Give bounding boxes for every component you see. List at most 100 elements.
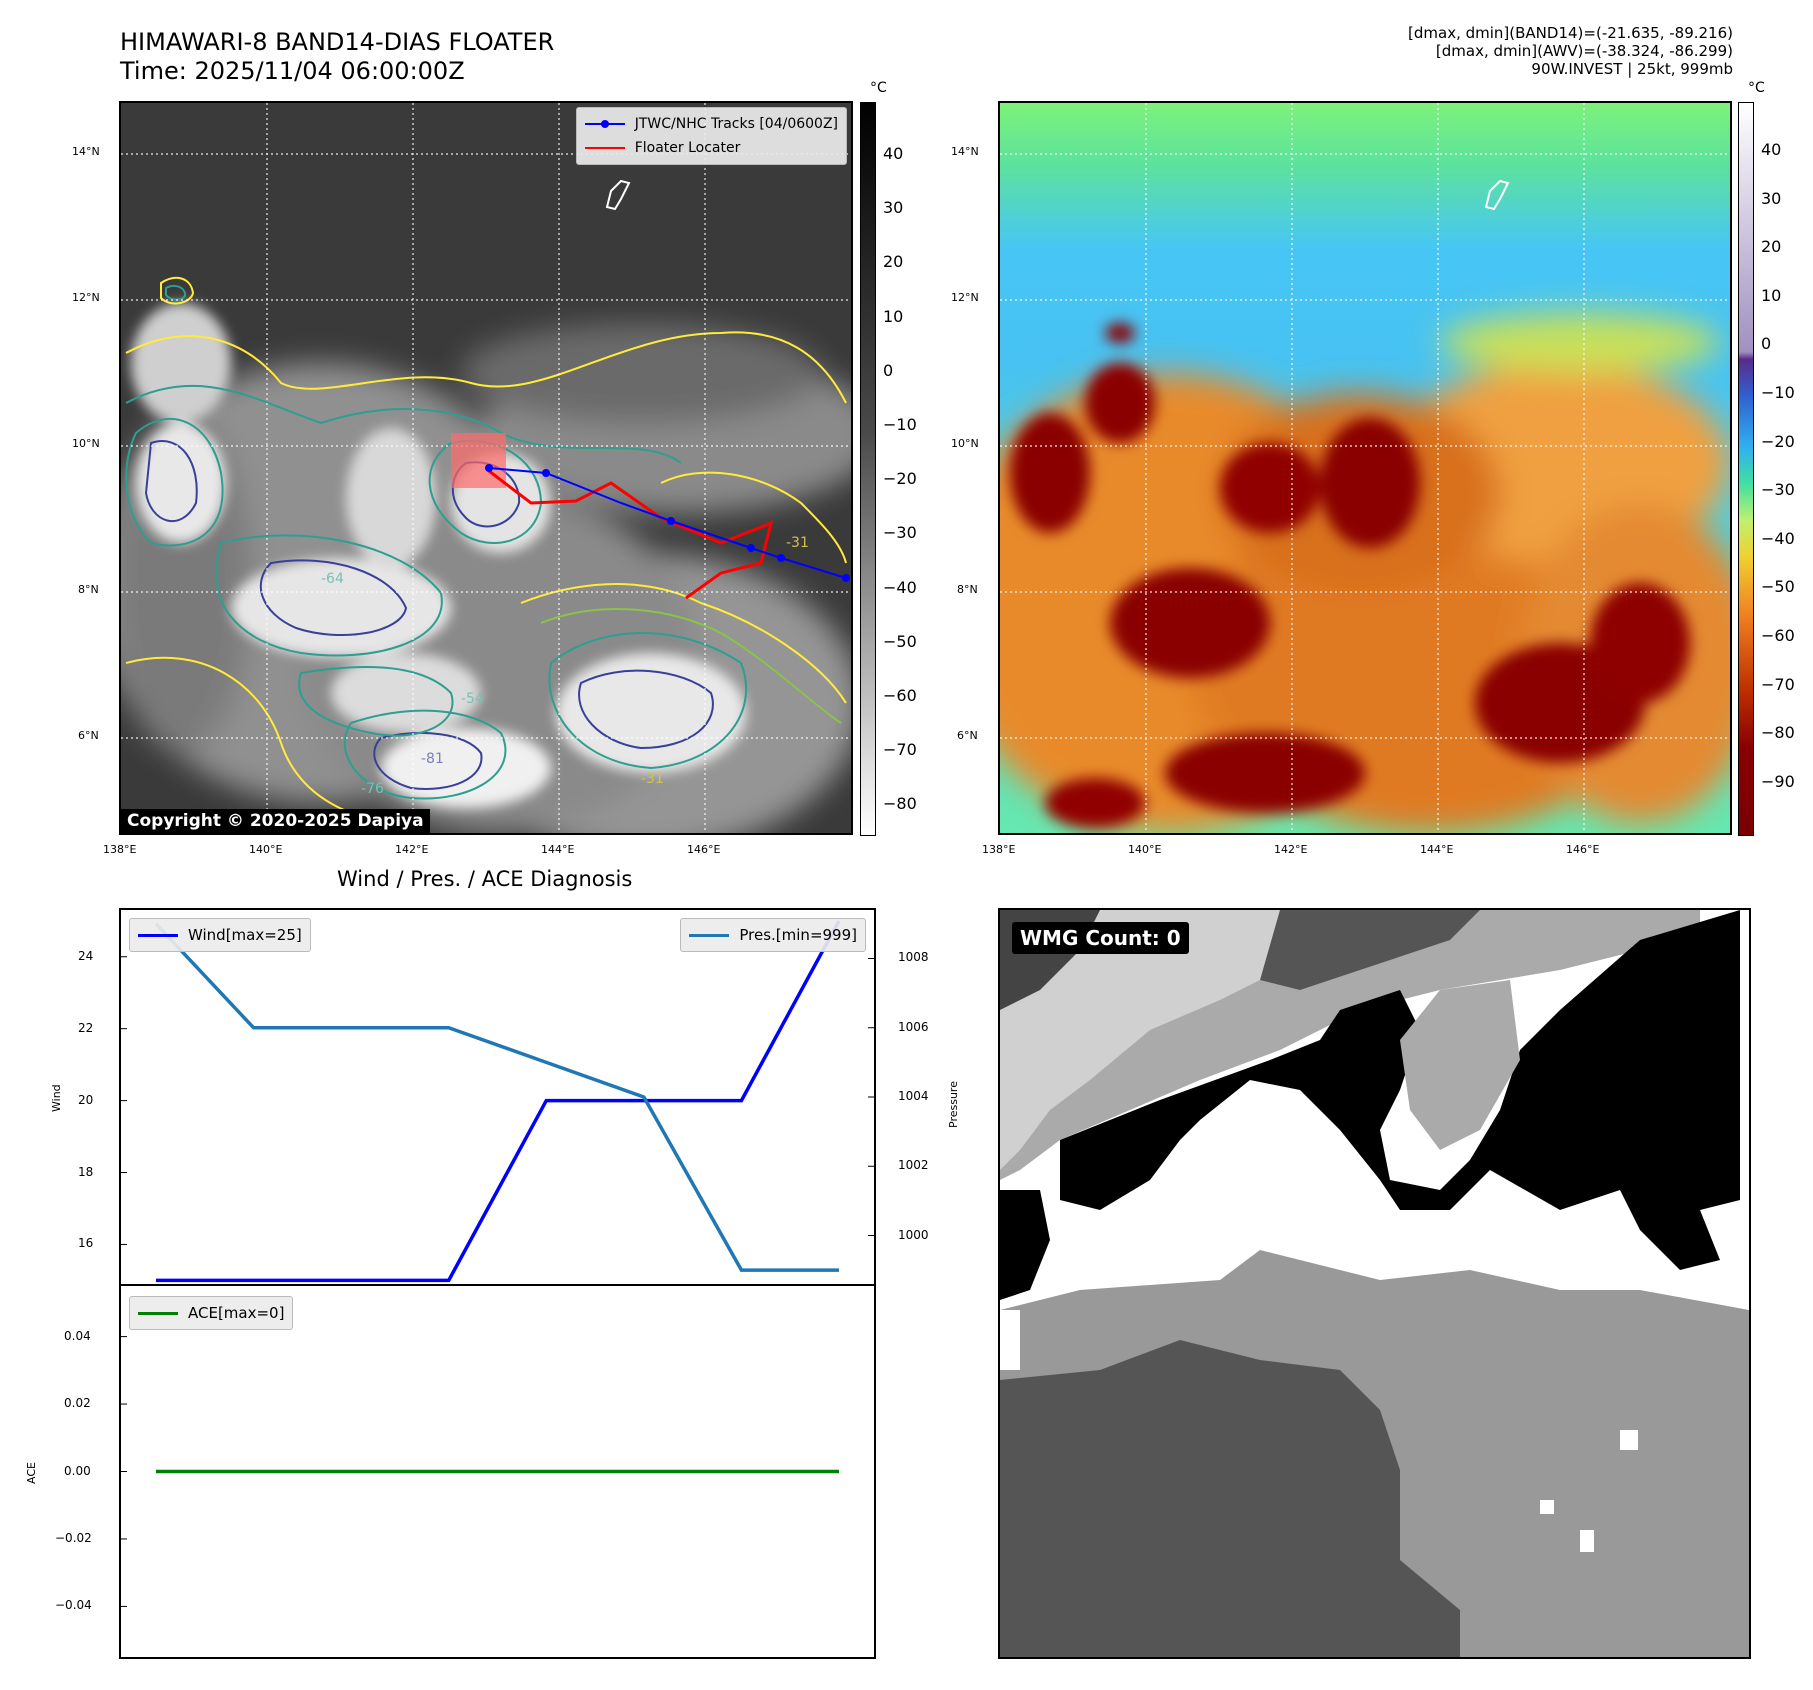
colorbar-tick: −70	[883, 740, 917, 760]
lat-label: 10°N	[951, 437, 979, 450]
wind-pres-panel: Wind[max=25] Pres.[min=999]	[119, 908, 876, 1286]
band14-map: -31 -31 -54 -64 -76 -81	[121, 103, 851, 833]
lon-label: 138°E	[982, 843, 1016, 856]
awv-map-panel	[998, 101, 1732, 835]
jtwc-track-points	[485, 464, 850, 582]
wmg-cell-white	[1000, 1310, 1020, 1370]
wmg-region-black	[1060, 910, 1740, 1270]
lon-label: 142°E	[1274, 843, 1308, 856]
pressure-series-line	[154, 922, 839, 1272]
lat-label: 12°N	[72, 291, 100, 304]
wmg-cell-white	[1540, 1500, 1554, 1514]
colorbar-tick: −30	[1761, 480, 1795, 500]
stats-info: [dmax, dmin](BAND14)=(-21.635, -89.216) …	[1408, 24, 1733, 78]
colorbar-tick: 20	[883, 252, 904, 272]
lat-label: 6°N	[957, 729, 978, 742]
figure-title: HIMAWARI-8 BAND14-DIAS FLOATER Time: 202…	[120, 28, 554, 86]
colorbar-tick: −30	[883, 523, 917, 543]
colorbar-tick: 40	[883, 144, 904, 163]
info-line-1: [dmax, dmin](BAND14)=(-21.635, -89.216)	[1408, 24, 1733, 42]
lon-label: 140°E	[1128, 843, 1162, 856]
wind-tick-label: 18	[78, 1164, 94, 1179]
band14-colorbar-unit: °C	[870, 80, 887, 96]
floater-locater-line	[488, 469, 774, 600]
lon-label: 138°E	[103, 843, 137, 856]
colorbar-tick: −80	[883, 794, 917, 814]
contour-label: -54	[461, 691, 484, 707]
ace-tick-label: 0.02	[64, 1396, 91, 1411]
awv-dry-cores	[1010, 323, 1690, 828]
contour-label: -31	[641, 771, 664, 787]
wmg-mask	[1000, 910, 1749, 1657]
colorbar-tick: −60	[1761, 626, 1795, 645]
wind-tick-label: 24	[78, 948, 94, 963]
colorbar-tick: −70	[1761, 674, 1795, 694]
island-outline	[1484, 179, 1510, 211]
lon-label: 146°E	[1566, 843, 1600, 856]
wmg-region-black	[1000, 1190, 1050, 1300]
colorbar-tick: 10	[1761, 285, 1782, 305]
band14-colorbar	[860, 102, 876, 836]
lon-label: 140°E	[249, 843, 283, 856]
track-legend-swatch	[584, 120, 625, 128]
colorbar-tick: −10	[883, 415, 917, 434]
ace-plot	[121, 1336, 839, 1607]
lat-label: 14°N	[951, 145, 979, 158]
wind-series-line	[156, 919, 841, 1283]
pressure-tick-label: 1006	[898, 1019, 929, 1034]
map-legend: JTWC/NHC Tracks [04/0600Z] Floater Locat…	[575, 107, 847, 165]
wmg-region-darkgray	[1000, 1340, 1460, 1657]
ace-legend-label: ACE[max=0]	[188, 1304, 285, 1322]
lon-label: 144°E	[541, 843, 575, 856]
wind-legend: Wind[max=25]	[129, 918, 311, 952]
pres-legend-label: Pres.[min=999]	[739, 926, 857, 944]
lat-label: 10°N	[72, 437, 100, 450]
colorbar-tick: −60	[883, 686, 917, 705]
wind-legend-label: Wind[max=25]	[188, 926, 302, 944]
contour-label: -64	[321, 571, 344, 587]
wmg-panel: WMG Count: 0	[998, 908, 1751, 1659]
legend-floater-label: Floater Locater	[634, 140, 741, 156]
wmg-count-badge: WMG Count: 0	[1012, 922, 1189, 954]
colorbar-tick: −20	[883, 469, 917, 489]
colorbar-tick: 40	[1761, 140, 1782, 159]
ace-axis-label: ACE	[25, 1462, 38, 1484]
wind-axis-label: Wind	[50, 1084, 63, 1112]
contour-labels: -31 -31 -54 -64 -76 -81	[321, 535, 809, 797]
lat-label: 14°N	[72, 145, 100, 158]
info-line-2: [dmax, dmin](AWV)=(-38.324, -86.299)	[1435, 42, 1733, 60]
ace-tick-label: −0.02	[55, 1530, 92, 1545]
colorbar-tick: −50	[883, 631, 917, 651]
colorbar-tick: 0	[883, 360, 894, 380]
awv-map-grid	[1000, 103, 1730, 833]
lat-label: 6°N	[78, 729, 99, 742]
wind-legend-swatch	[138, 933, 178, 937]
pressure-tick-label: 1004	[898, 1089, 929, 1103]
floater-area	[451, 433, 506, 488]
contour-label: -76	[361, 781, 384, 797]
lat-label: 8°N	[78, 583, 99, 596]
wmg-cell-white	[1580, 1530, 1594, 1552]
colorbar-tick: −10	[1761, 383, 1795, 402]
colorbar-tick: 30	[883, 198, 904, 218]
lon-label: 146°E	[687, 843, 721, 856]
awv-colorbar-unit: °C	[1748, 80, 1765, 96]
lat-label: 8°N	[957, 583, 978, 596]
info-line-3: 90W.INVEST | 25kt, 999mb	[1531, 60, 1733, 78]
ace-tick-label: 0.00	[64, 1463, 91, 1478]
ace-tick-label: −0.04	[55, 1598, 92, 1613]
lat-label: 12°N	[951, 291, 979, 304]
colorbar-tick: −40	[1761, 528, 1795, 548]
colorbar-tick: −50	[1761, 577, 1795, 597]
colorbar-tick: −90	[1761, 771, 1795, 791]
ace-legend-swatch	[138, 1311, 178, 1315]
colorbar-tick: −80	[1761, 723, 1795, 743]
pressure-axis-label: Pressure	[947, 1081, 960, 1128]
ace-tick-label: 0.04	[64, 1328, 91, 1343]
colorbar-tick: −20	[1761, 431, 1795, 451]
contour-label: -81	[421, 751, 444, 767]
contour-label: -31	[786, 535, 809, 551]
wind-pres-plot	[121, 919, 874, 1283]
colorbar-tick: 10	[883, 306, 904, 326]
pres-legend: Pres.[min=999]	[680, 918, 866, 952]
